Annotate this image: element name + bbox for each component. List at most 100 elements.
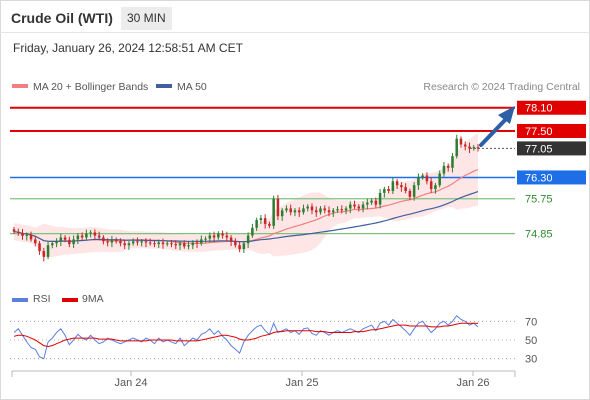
candle <box>251 223 254 238</box>
ma20-legend-label: MA 20 + Bollinger Bands <box>33 81 148 93</box>
candle <box>229 235 233 246</box>
candle <box>123 239 126 250</box>
candle <box>85 229 88 241</box>
candle <box>217 231 220 240</box>
header-divider <box>0 32 590 33</box>
candle <box>221 230 224 239</box>
candle <box>119 238 122 247</box>
candle <box>178 240 182 250</box>
rsi-legend-swatch <box>12 298 28 302</box>
x-axis: Jan 24 Jan 25 Jan 26 <box>11 370 516 389</box>
candle <box>183 240 186 249</box>
candle <box>408 188 412 200</box>
candle <box>63 235 67 243</box>
candle <box>59 233 63 246</box>
candle <box>459 136 463 148</box>
candle <box>366 198 369 210</box>
candle <box>268 221 271 229</box>
candle <box>21 228 24 240</box>
candle <box>68 236 71 248</box>
candle <box>110 235 114 248</box>
bollinger-band-area <box>14 133 478 258</box>
chart-datetime: Friday, January 26, 2024 12:58:51 AM CET <box>13 41 243 55</box>
candle <box>76 233 80 245</box>
ma50-legend-swatch <box>156 84 172 88</box>
candle <box>238 241 241 253</box>
forecast-arrow-icon <box>479 106 515 147</box>
candle <box>102 235 105 245</box>
candle <box>195 239 199 248</box>
data-credit: Research © 2024 Trading Central <box>423 81 580 93</box>
candle <box>46 241 50 260</box>
candle <box>51 240 54 249</box>
candle <box>148 238 152 246</box>
rsi-level-label: 30 <box>525 354 537 366</box>
level-tag-76-30 <box>517 170 586 185</box>
level-label-75-75: 75.75 <box>525 194 553 206</box>
candle <box>370 198 373 205</box>
candle <box>72 235 75 248</box>
candle <box>174 240 178 250</box>
candle <box>140 239 143 247</box>
candle <box>417 173 420 190</box>
candle <box>446 163 450 172</box>
candle <box>378 189 382 209</box>
candle <box>127 240 131 250</box>
candle <box>114 237 118 244</box>
candle <box>246 232 250 248</box>
candle <box>34 235 37 247</box>
candle <box>187 241 190 250</box>
candlesticks <box>12 134 480 262</box>
candle <box>80 232 84 240</box>
candle <box>353 200 356 209</box>
rsi-ma-legend-label: 9MA <box>82 293 104 305</box>
level-label-77-50: 77.50 <box>525 126 553 138</box>
candle <box>434 182 437 194</box>
candle <box>42 247 46 262</box>
candle <box>319 206 322 215</box>
candle <box>395 178 399 190</box>
candle <box>153 240 156 248</box>
level-tag-78-10 <box>517 100 586 115</box>
candle <box>242 240 246 253</box>
candle <box>285 205 288 213</box>
candle <box>225 231 229 242</box>
candle <box>29 231 33 242</box>
ma50-line <box>13 191 479 243</box>
candle <box>204 236 207 243</box>
candle <box>170 240 173 248</box>
candle <box>323 205 327 214</box>
timeframe-badge[interactable]: 30 MIN <box>121 7 172 30</box>
instrument-title: Crude Oil (WTI) <box>11 10 113 26</box>
candle <box>306 204 309 212</box>
candle <box>429 177 433 193</box>
level-tag-77-05 <box>517 141 586 156</box>
candle <box>332 208 335 217</box>
candle <box>391 177 395 195</box>
candle <box>234 238 237 248</box>
candle <box>25 232 29 241</box>
price-level-labels: 78.10 77.50 77.05 76.30 75.75 74.85 <box>517 100 586 241</box>
candle <box>131 238 135 246</box>
candle <box>89 230 92 238</box>
level-label-76-30: 76.30 <box>525 172 553 184</box>
candle <box>412 182 416 201</box>
candle <box>383 186 386 198</box>
candle <box>302 204 305 215</box>
rsi-level-label: 70 <box>525 316 537 328</box>
candle <box>208 232 212 243</box>
candle <box>289 204 292 216</box>
candle <box>280 208 284 221</box>
candle <box>297 207 301 217</box>
ma20-legend-swatch <box>12 84 28 88</box>
candle <box>272 195 275 229</box>
candle <box>451 153 454 173</box>
candle <box>349 201 352 214</box>
candle <box>425 172 429 185</box>
candle <box>442 161 446 177</box>
candle <box>327 206 331 217</box>
candle <box>387 185 390 194</box>
x-axis-tick-label: Jan 25 <box>285 377 318 389</box>
candle <box>144 238 148 248</box>
candle <box>97 231 101 240</box>
